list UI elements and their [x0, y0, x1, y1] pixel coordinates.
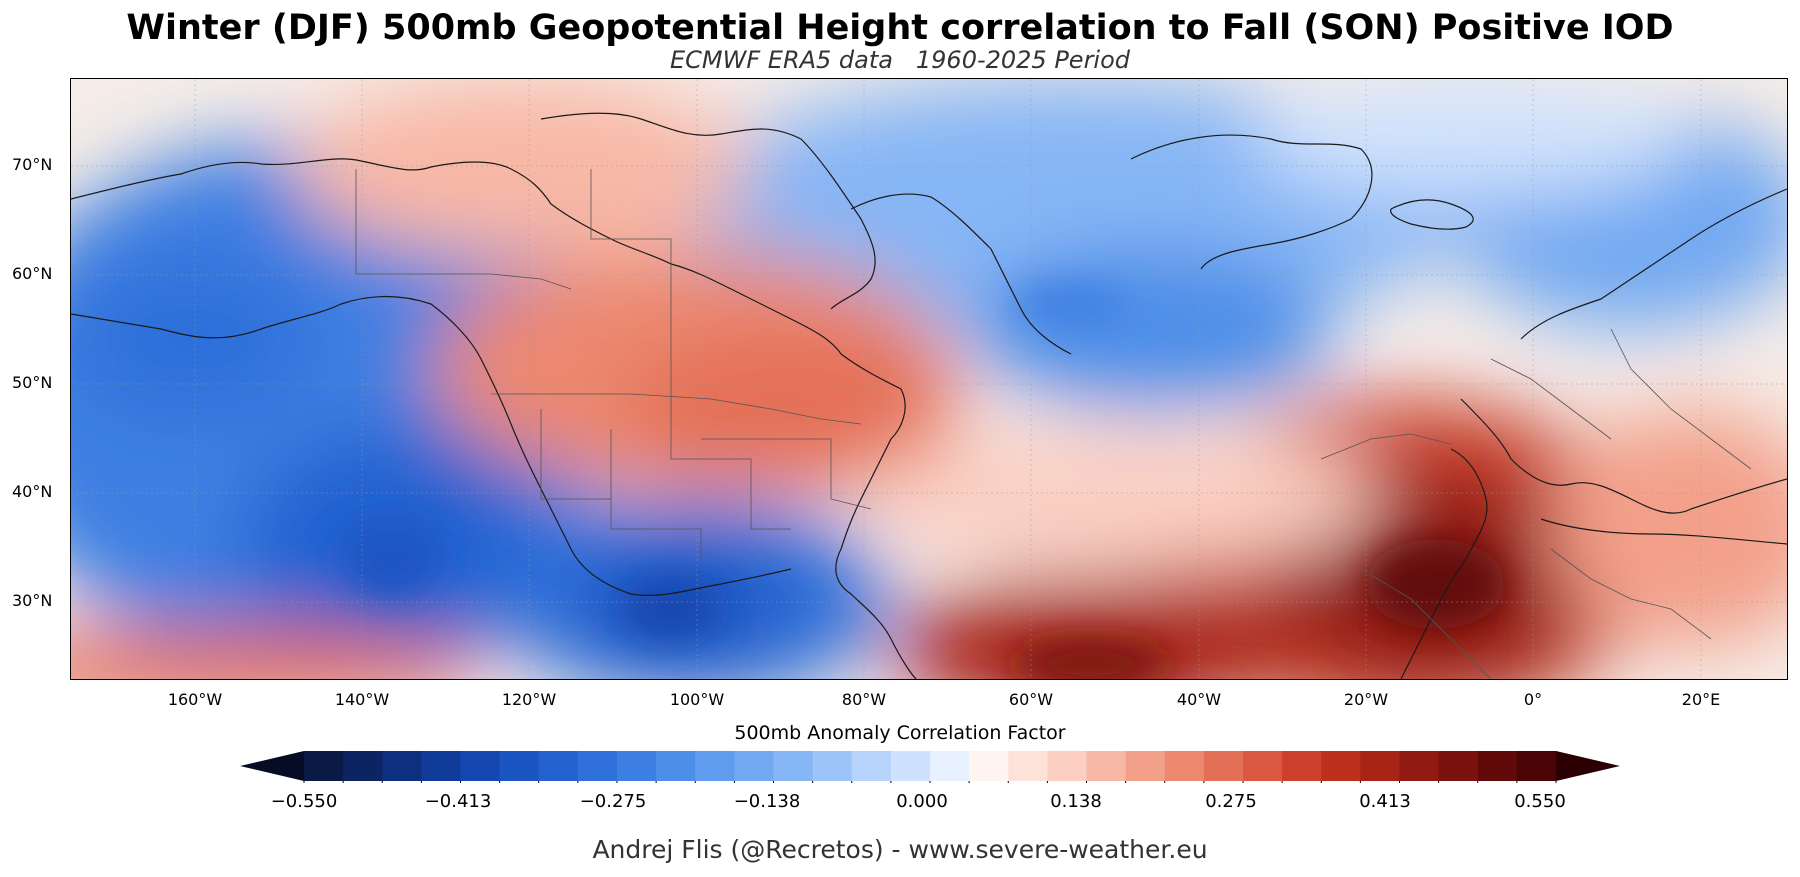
lon-label-140w: 140°W: [334, 690, 390, 709]
colorbar-bin: [1125, 751, 1166, 781]
colorbar-bin: [695, 751, 735, 781]
colorbar-bin: [460, 751, 501, 781]
colorbar-label: 0.275: [1205, 791, 1257, 812]
colorbar-bin: [343, 751, 383, 781]
correlation-detail: [341, 284, 1506, 679]
map-title: Winter (DJF) 500mb Geopotential Height c…: [126, 8, 1674, 48]
colorbar-label-max: 0.550: [1514, 791, 1566, 812]
colorbar-bin: [304, 751, 344, 781]
colorbar-bin: [1086, 751, 1127, 781]
lon-label-20e: 20°E: [1681, 690, 1721, 709]
lon-label-160w: 160°W: [167, 690, 223, 709]
colorbar-bin: [1282, 751, 1322, 781]
colorbar-bin: [890, 751, 931, 781]
colorbar-extend-low: [240, 751, 304, 781]
colorbar-bin: [1477, 751, 1518, 781]
colorbar-bin: [1399, 751, 1440, 781]
colorbar-extend-high: [1556, 751, 1620, 781]
colorbar-bin: [538, 751, 579, 781]
colorbar-label-min: −0.550: [270, 791, 338, 812]
author-credit: Andrej Flis (@Recretos) - www.severe-wea…: [592, 835, 1208, 864]
lat-label-40n: 40°N: [12, 482, 53, 501]
colorbar-label: −0.138: [733, 791, 801, 812]
colorbar-label: −0.413: [424, 791, 492, 812]
colorbar-bin: [1203, 751, 1244, 781]
lon-label-20w: 20°W: [1343, 690, 1389, 709]
colorbar-label: 0.138: [1050, 791, 1102, 812]
borders: [355, 169, 1752, 679]
colorbar-bin: [1516, 751, 1557, 781]
colorbar-bin: [1360, 751, 1401, 781]
colorbar-label: 0.413: [1359, 791, 1411, 812]
lat-label-70n: 70°N: [12, 155, 53, 174]
map-field: [71, 79, 1787, 679]
colorbar-bin: [656, 751, 696, 781]
colorbar-bin: [617, 751, 657, 781]
lat-label-50n: 50°N: [12, 373, 53, 392]
colorbar-bin: [1243, 751, 1283, 781]
colorbar-bin: [499, 751, 540, 781]
colorbar-bin: [1047, 751, 1088, 781]
coastlines: [71, 112, 1787, 679]
colorbar-bin: [577, 751, 618, 781]
colorbar-bin: [382, 751, 422, 781]
map-subtitle: ECMWF ERA5 data 1960-2025 Period: [669, 46, 1131, 74]
colorbar-label-zero: 0.000: [896, 791, 948, 812]
lon-label-60w: 60°W: [1008, 690, 1054, 709]
colorbar: [240, 751, 1620, 783]
lat-label-30n: 30°N: [12, 591, 53, 610]
colorbar-ticks: [303, 781, 1557, 783]
colorbar-bin: [734, 751, 775, 781]
colorbar-label: −0.275: [579, 791, 647, 812]
colorbar-bin: [1008, 751, 1048, 781]
colorbar-bin: [812, 751, 853, 781]
lon-label-120w: 120°W: [501, 690, 557, 709]
lat-label-60n: 60°N: [12, 264, 53, 283]
colorbar-bin: [773, 751, 814, 781]
lon-label-100w: 100°W: [669, 690, 725, 709]
colorbar-bin: [1438, 751, 1479, 781]
colorbar-bin: [930, 751, 970, 781]
colorbar-title: 500mb Anomaly Correlation Factor: [734, 722, 1066, 744]
colorbar-bin: [969, 751, 1009, 781]
colorbar-bin: [851, 751, 892, 781]
lon-label-0: 0°: [1523, 690, 1543, 709]
lon-label-80w: 80°W: [841, 690, 887, 709]
colorbar-bin: [1321, 751, 1361, 781]
correlation-map: [70, 78, 1788, 680]
lon-label-40w: 40°W: [1176, 690, 1222, 709]
colorbar-bin: [1164, 751, 1205, 781]
graticule: [71, 79, 1787, 679]
colorbar-bins: [304, 751, 1557, 781]
colorbar-bin: [421, 751, 462, 781]
